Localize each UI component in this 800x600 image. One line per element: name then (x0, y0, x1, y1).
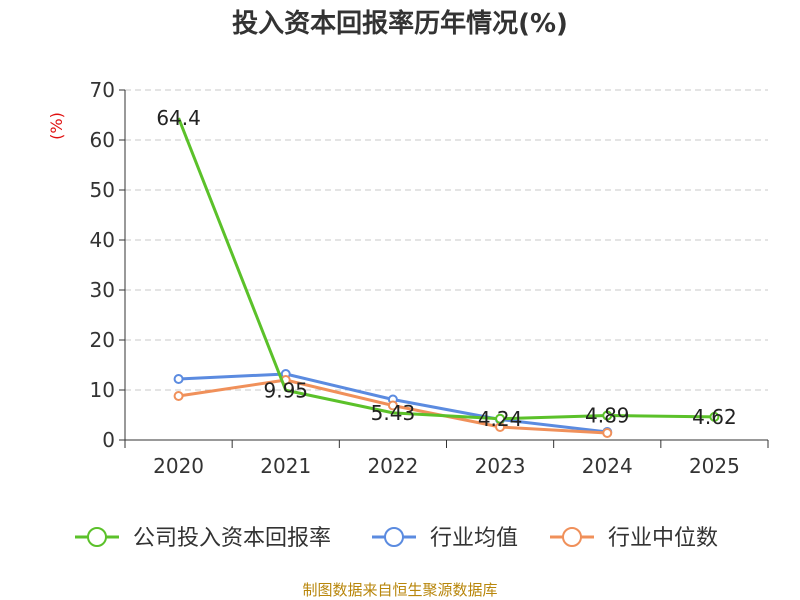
legend-label-2: 行业中位数 (608, 526, 718, 551)
series-1-point-2020 (173, 374, 184, 384)
legend-marker-0 (87, 527, 107, 547)
data-label-2021: 9.95 (263, 378, 308, 402)
gridlines (125, 89, 768, 391)
legend-marker-2 (562, 527, 582, 547)
series-layer (173, 117, 720, 438)
y-tick-label-70: 70 (90, 78, 115, 102)
data-label-2023: 4.24 (478, 407, 523, 431)
x-tick-label-2025: 2025 (689, 454, 740, 478)
legend-label-1: 行业均值 (430, 526, 518, 551)
series-line-0 (177, 117, 715, 421)
series-0-point-2025 (709, 411, 720, 422)
data-labels: 64.4 9.95 5.43 4.24 4.89 4.62 (156, 106, 736, 431)
series-2-point-2022 (387, 400, 398, 411)
data-label-2022: 5.43 (371, 401, 416, 425)
series-2-point-2020 (173, 391, 184, 401)
series-0-point-2024 (602, 410, 613, 421)
chart-title: 投入资本回报率历年情况(%) (232, 8, 568, 39)
x-tick-label-2023: 2023 (475, 454, 526, 478)
y-tick-label-60: 60 (90, 128, 115, 152)
y-tick-label-40: 40 (90, 228, 115, 252)
data-label-2025: 4.62 (692, 405, 737, 429)
x-tick-label-2022: 2022 (367, 454, 418, 478)
data-label-2020: 64.4 (156, 106, 201, 130)
legend-label-0: 公司投入资本回报率 (133, 526, 331, 551)
legend-marker-1 (384, 527, 404, 547)
series-0-point-2023 (495, 413, 506, 424)
legend: 公司投入资本回报率 行业均值 行业中位数 (75, 526, 718, 551)
y-axis-label: (%) (47, 112, 66, 140)
series-2-point-2024 (602, 428, 613, 438)
y-tick-label-50: 50 (90, 178, 115, 202)
source-note: 制图数据来自恒生聚源数据库 (302, 581, 497, 599)
x-tick-label-2020: 2020 (153, 454, 204, 478)
y-tick-label-20: 20 (90, 328, 115, 352)
x-tick-label-2021: 2021 (260, 454, 311, 478)
y-tick-label-10: 10 (90, 378, 115, 402)
x-tick-label-2024: 2024 (582, 454, 633, 478)
y-tick-label-0: 0 (102, 428, 115, 452)
axes: 0 10 20 30 40 50 60 70 2020 2021 2022 2023 2024 2025 (90, 78, 769, 478)
y-tick-label-30: 30 (90, 278, 115, 302)
data-label-2024: 4.89 (585, 404, 630, 428)
